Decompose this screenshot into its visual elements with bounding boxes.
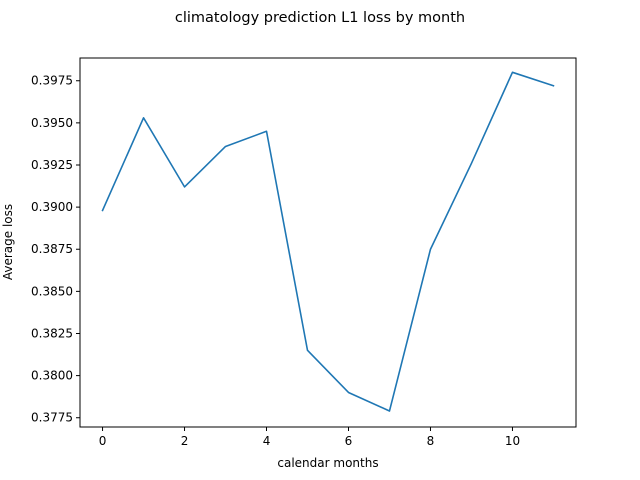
x-axis: 0 2 4 6 8 10 [99,427,520,448]
x-tick-label: 8 [427,434,435,448]
y-tick-label: 0.3950 [31,116,73,130]
x-axis-label: calendar months [277,456,378,470]
y-tick-label: 0.3775 [31,411,73,425]
y-axis: 0.3775 0.3800 0.3825 0.3850 0.3875 0.3900 0.39… [31,74,80,425]
x-tick-label: 10 [505,434,520,448]
y-tick-label: 0.3800 [31,369,73,383]
y-tick-label: 0.3925 [31,158,73,172]
x-tick-label: 4 [263,434,271,448]
x-tick-label: 0 [99,434,107,448]
y-tick-label: 0.3875 [31,242,73,256]
y-tick-label: 0.3850 [31,284,73,298]
series-line [101,71,555,412]
chart-title: climatology prediction L1 loss by month [175,10,465,26]
y-axis-label: Average loss [1,204,15,280]
x-tick-label: 2 [181,434,189,448]
y-tick-label: 0.3825 [31,326,73,340]
y-tick-label: 0.3900 [31,200,73,214]
axes-frame [79,57,577,428]
plot-area [101,71,555,412]
y-tick-label: 0.3975 [31,74,73,88]
x-tick-label: 6 [345,434,353,448]
